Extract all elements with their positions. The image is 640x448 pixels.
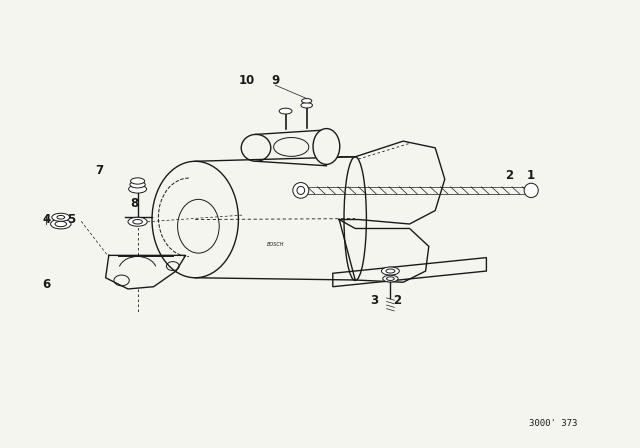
Text: 9: 9 [271,74,279,87]
Text: 2: 2 [505,169,513,182]
Ellipse shape [51,219,71,229]
Ellipse shape [131,178,145,184]
Ellipse shape [129,185,147,193]
Text: 7: 7 [95,164,103,177]
Text: 3: 3 [371,293,378,307]
Text: 6: 6 [42,278,50,291]
Ellipse shape [128,217,147,226]
Text: 1: 1 [527,169,535,182]
Ellipse shape [313,129,340,164]
Ellipse shape [301,99,312,103]
Ellipse shape [381,267,399,275]
Text: 8: 8 [131,197,138,211]
Ellipse shape [301,103,312,108]
Text: 4: 4 [42,213,50,226]
Ellipse shape [279,108,292,114]
Ellipse shape [52,213,70,221]
Ellipse shape [383,275,398,282]
Ellipse shape [130,181,145,188]
Text: 10: 10 [238,74,255,87]
Ellipse shape [524,183,538,198]
Text: BOSCH: BOSCH [266,241,284,247]
Polygon shape [333,258,486,287]
Text: 2: 2 [393,293,401,307]
Text: 3000' 373: 3000' 373 [529,419,578,428]
Ellipse shape [292,183,308,198]
Text: 5: 5 [68,213,76,226]
